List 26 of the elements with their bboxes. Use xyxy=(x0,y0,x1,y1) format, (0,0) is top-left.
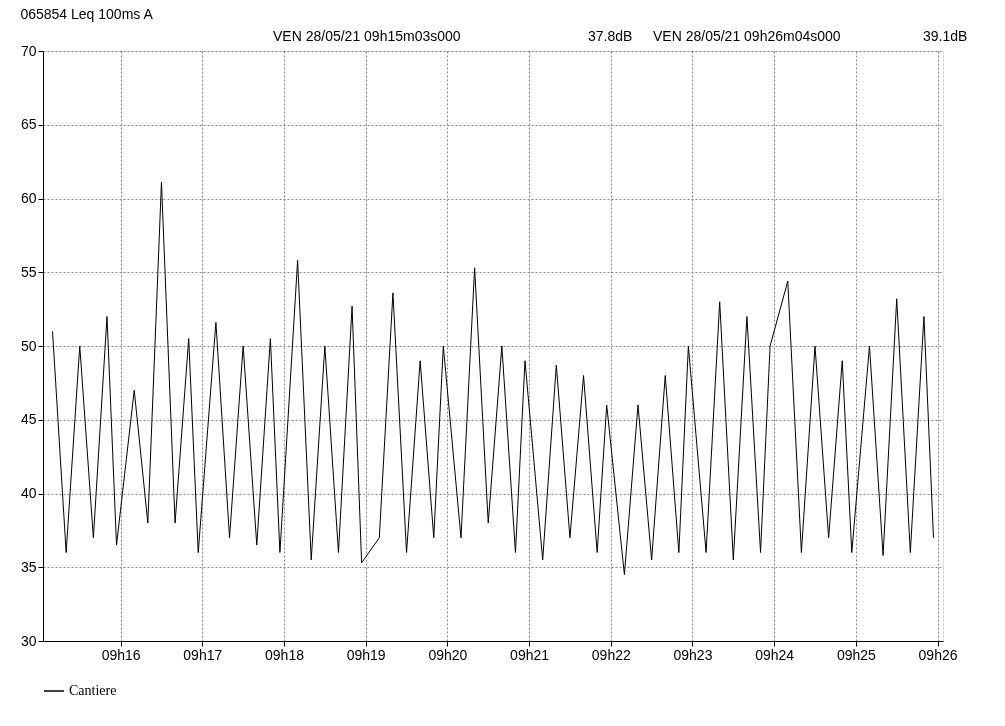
text: 39.1dB xyxy=(923,28,968,44)
text: 37.8dB xyxy=(588,28,633,44)
x-tick-label: 09h22 xyxy=(591,646,631,663)
x-tick-label: 09h24 xyxy=(755,646,795,663)
y-tick-label: 35 xyxy=(20,558,37,575)
y-tick-label: 55 xyxy=(20,263,37,280)
y-tick-label: 45 xyxy=(20,411,37,428)
x-tick-label: 09h25 xyxy=(836,646,877,663)
y-tick-label: 30 xyxy=(20,632,37,649)
chart-title: 065854 Leq 100ms A xyxy=(20,6,154,22)
y-tick-label: 65 xyxy=(20,116,37,133)
x-tick-label: 09h26 xyxy=(918,646,958,663)
text: VEN 28/05/21 09h15m03s000 xyxy=(273,28,461,44)
x-tick-label: 09h20 xyxy=(428,646,468,663)
text: VEN 28/05/21 09h26m04s000 xyxy=(653,28,841,44)
x-tick-label: 09h23 xyxy=(673,646,713,663)
y-tick-label: 40 xyxy=(20,485,37,501)
y-tick-label: 70 xyxy=(20,42,37,59)
x-tick-label: 09h16 xyxy=(101,646,141,663)
legend-label: Cantiere xyxy=(69,683,117,698)
x-tick-label: 09h17 xyxy=(183,646,223,663)
y-tick-label: 50 xyxy=(20,337,37,354)
x-tick-label: 09h18 xyxy=(265,646,305,663)
y-tick-label: 60 xyxy=(20,190,37,206)
x-tick-label: 09h19 xyxy=(346,646,386,663)
x-tick-label: 09h21 xyxy=(510,646,550,663)
